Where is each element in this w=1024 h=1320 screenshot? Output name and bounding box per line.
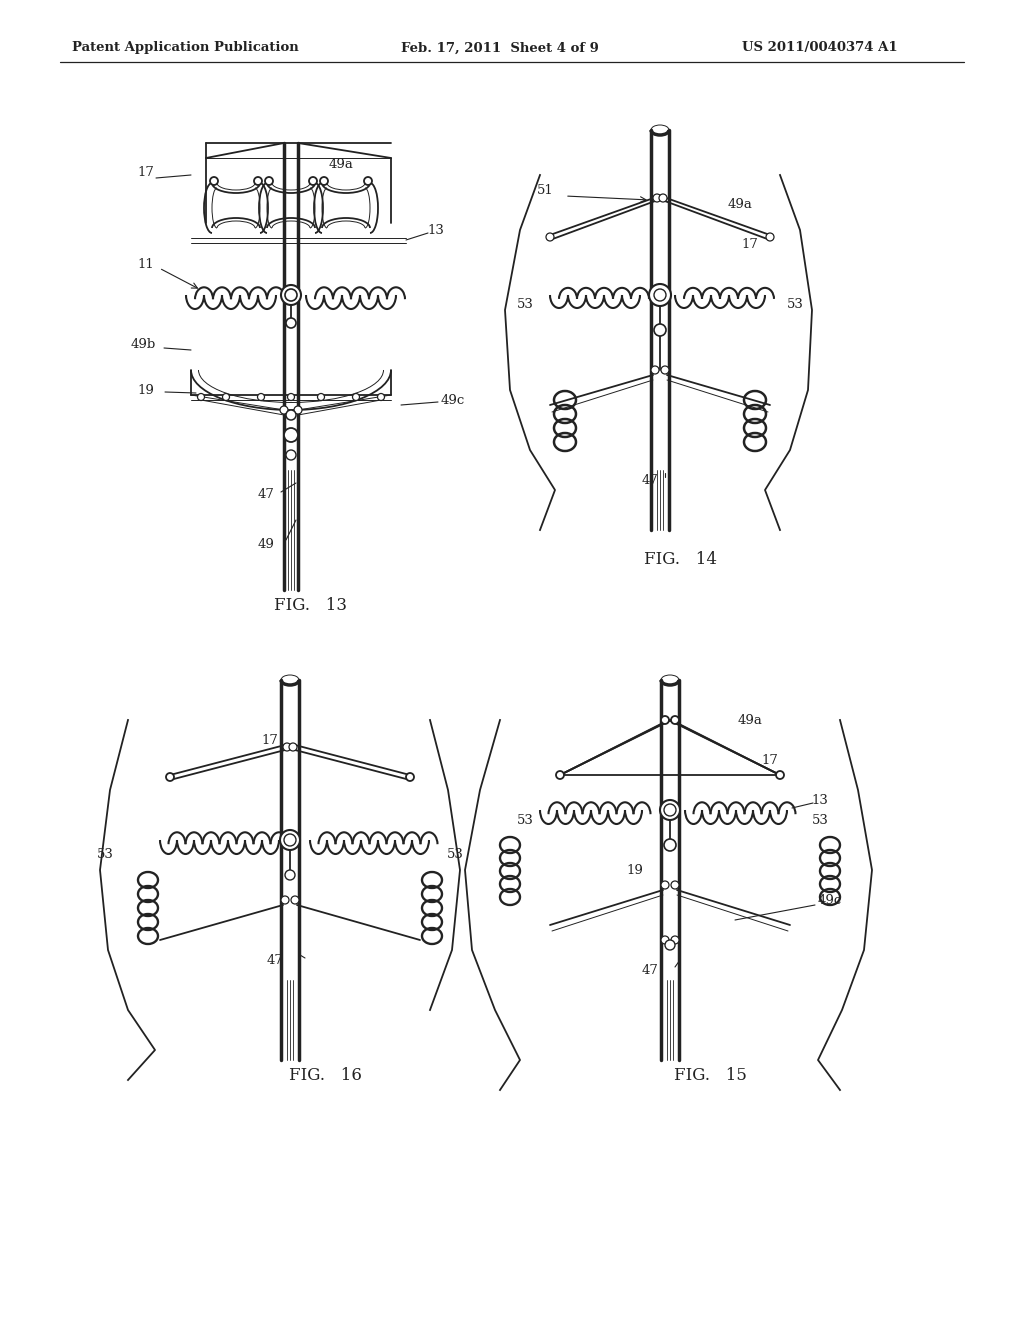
Circle shape bbox=[660, 800, 680, 820]
Circle shape bbox=[671, 936, 679, 944]
Circle shape bbox=[662, 366, 669, 374]
Circle shape bbox=[352, 393, 359, 400]
Circle shape bbox=[288, 393, 295, 400]
Circle shape bbox=[664, 840, 676, 851]
Text: 13: 13 bbox=[812, 793, 828, 807]
Text: 17: 17 bbox=[261, 734, 279, 747]
Circle shape bbox=[166, 774, 174, 781]
Circle shape bbox=[776, 771, 784, 779]
Circle shape bbox=[662, 936, 669, 944]
Text: 53: 53 bbox=[786, 298, 804, 312]
Circle shape bbox=[285, 870, 295, 880]
Text: 19: 19 bbox=[627, 863, 643, 876]
Text: 53: 53 bbox=[812, 813, 828, 826]
Circle shape bbox=[546, 234, 554, 242]
Circle shape bbox=[556, 771, 564, 779]
Circle shape bbox=[664, 804, 676, 816]
Circle shape bbox=[198, 393, 205, 400]
Polygon shape bbox=[662, 680, 679, 1060]
Text: 53: 53 bbox=[516, 298, 534, 312]
Text: 53: 53 bbox=[516, 813, 534, 826]
Circle shape bbox=[280, 407, 288, 414]
Text: 49a: 49a bbox=[728, 198, 753, 211]
Circle shape bbox=[286, 318, 296, 327]
Circle shape bbox=[254, 177, 262, 185]
Text: 53: 53 bbox=[446, 849, 464, 862]
Polygon shape bbox=[281, 680, 299, 1060]
Circle shape bbox=[671, 880, 679, 888]
Circle shape bbox=[649, 284, 671, 306]
Circle shape bbox=[285, 289, 297, 301]
Text: 49a: 49a bbox=[329, 158, 353, 172]
Text: 49c: 49c bbox=[441, 393, 465, 407]
Circle shape bbox=[289, 743, 297, 751]
Circle shape bbox=[284, 834, 296, 846]
Text: 49c: 49c bbox=[818, 894, 842, 907]
Circle shape bbox=[286, 411, 296, 420]
Circle shape bbox=[659, 194, 667, 202]
Circle shape bbox=[291, 896, 299, 904]
Text: 47: 47 bbox=[642, 964, 658, 977]
Circle shape bbox=[378, 393, 384, 400]
Circle shape bbox=[662, 715, 669, 723]
Circle shape bbox=[651, 366, 659, 374]
Text: Feb. 17, 2011  Sheet 4 of 9: Feb. 17, 2011 Sheet 4 of 9 bbox=[401, 41, 599, 54]
Text: FIG.   14: FIG. 14 bbox=[643, 552, 717, 569]
Circle shape bbox=[281, 285, 301, 305]
Text: 53: 53 bbox=[96, 849, 114, 862]
Circle shape bbox=[286, 450, 296, 459]
Text: 19: 19 bbox=[137, 384, 155, 396]
Text: FIG.   15: FIG. 15 bbox=[674, 1067, 746, 1084]
Text: 49: 49 bbox=[258, 539, 274, 552]
Text: 17: 17 bbox=[137, 166, 155, 180]
Circle shape bbox=[294, 407, 302, 414]
Circle shape bbox=[222, 393, 229, 400]
Circle shape bbox=[284, 428, 298, 442]
Text: Patent Application Publication: Patent Application Publication bbox=[72, 41, 298, 54]
Text: 49a: 49a bbox=[737, 714, 763, 726]
Text: US 2011/0040374 A1: US 2011/0040374 A1 bbox=[742, 41, 898, 54]
Circle shape bbox=[662, 880, 669, 888]
Circle shape bbox=[283, 743, 291, 751]
Circle shape bbox=[671, 715, 679, 723]
Circle shape bbox=[265, 177, 273, 185]
Circle shape bbox=[317, 393, 325, 400]
Circle shape bbox=[257, 393, 264, 400]
Text: 47: 47 bbox=[266, 953, 284, 966]
Circle shape bbox=[654, 323, 666, 337]
Text: 11: 11 bbox=[137, 259, 155, 272]
Circle shape bbox=[210, 177, 218, 185]
Circle shape bbox=[766, 234, 774, 242]
Circle shape bbox=[309, 177, 317, 185]
Circle shape bbox=[364, 177, 372, 185]
Text: 17: 17 bbox=[762, 754, 778, 767]
Circle shape bbox=[653, 194, 662, 202]
Circle shape bbox=[654, 289, 666, 301]
Circle shape bbox=[406, 774, 414, 781]
Text: 47: 47 bbox=[258, 488, 274, 502]
Text: 47: 47 bbox=[642, 474, 658, 487]
Circle shape bbox=[665, 940, 675, 950]
Circle shape bbox=[319, 177, 328, 185]
Text: 49b: 49b bbox=[130, 338, 156, 351]
Circle shape bbox=[281, 896, 289, 904]
Polygon shape bbox=[651, 129, 669, 531]
Text: FIG.   13: FIG. 13 bbox=[274, 597, 347, 614]
Text: 51: 51 bbox=[537, 183, 553, 197]
Text: 17: 17 bbox=[741, 239, 759, 252]
Text: FIG.   16: FIG. 16 bbox=[289, 1067, 361, 1084]
Text: 13: 13 bbox=[428, 223, 444, 236]
Circle shape bbox=[280, 830, 300, 850]
